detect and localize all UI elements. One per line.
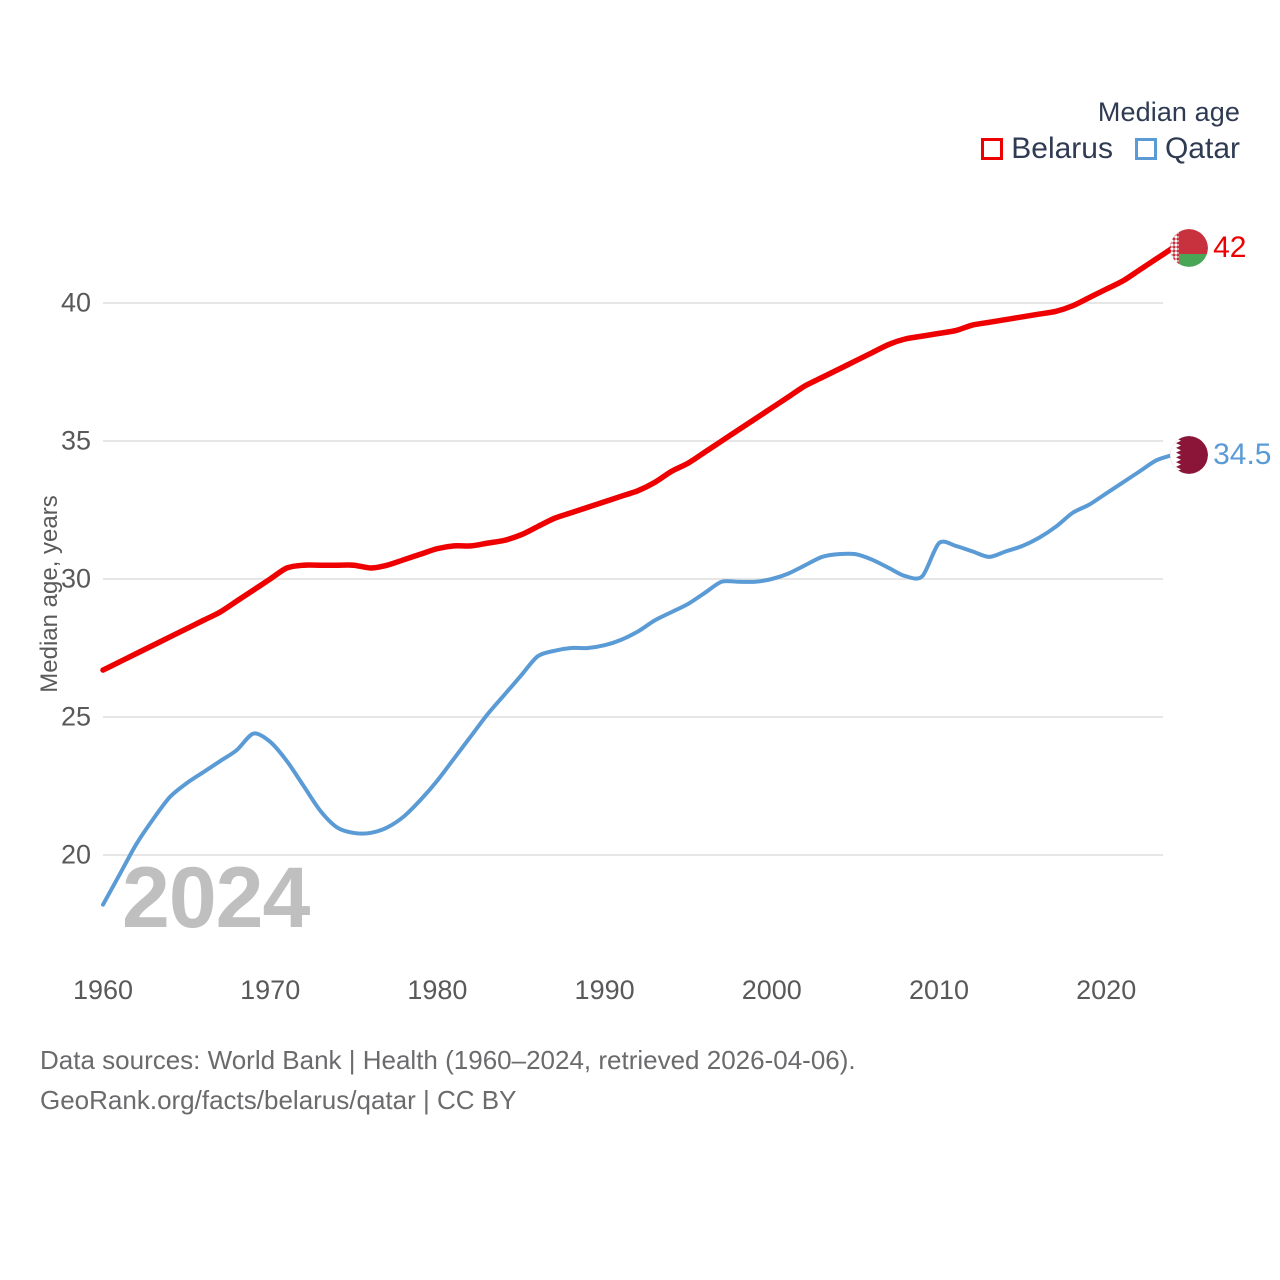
qatar-flag-circle-icon (1170, 435, 1209, 474)
y-tick-label: 40 (60, 287, 91, 318)
y-tick-label: 20 (60, 839, 91, 870)
gridlines (103, 302, 1163, 856)
legend-title: Median age (1097, 97, 1240, 127)
y-tick-label: 30 (60, 563, 91, 594)
y-tick-label: 25 (60, 701, 91, 732)
series-line-belarus (100, 245, 1176, 673)
end-value-label-belarus: 42 (1213, 230, 1247, 264)
series-lines (100, 245, 1176, 907)
x-tick-label: 1970 (240, 975, 301, 1005)
legend-swatch-belarus (981, 138, 1004, 161)
x-tick-label: 2000 (741, 975, 802, 1005)
x-tick-label: 1990 (574, 975, 635, 1005)
legend-label-qatar: Qatar (1164, 132, 1240, 166)
x-tick-label: 2010 (908, 975, 970, 1005)
legend-label-belarus: Belarus (1011, 132, 1113, 166)
x-tick-label: 1960 (72, 975, 134, 1005)
footer-attribution[interactable]: GeoRank.org/facts/belarus/qatar | CC BY (40, 1085, 517, 1116)
year-watermark: 2024 (122, 850, 310, 946)
y-tick-label: 35 (60, 425, 91, 456)
legend-items: Belarus Qatar (981, 134, 1240, 164)
footer-data-sources: Data sources: World Bank | Health (1960–… (40, 1045, 856, 1075)
belarus-flag-circle-icon (1170, 228, 1209, 267)
y-axis-label: Median age, years (36, 495, 63, 693)
chart-footer: Data sources: World Bank | Health (1960–… (40, 1040, 856, 1121)
series-line-qatar (101, 452, 1176, 907)
x-tick-label: 2020 (1076, 975, 1137, 1005)
legend-item-belarus[interactable]: Belarus (981, 134, 1113, 164)
legend-swatch-qatar (1134, 138, 1157, 161)
x-tick-label: 1980 (407, 975, 468, 1005)
end-value-label-qatar: 34.5 (1213, 437, 1272, 471)
chart-legend: Median age Belarus Qatar (981, 96, 1240, 164)
legend-item-qatar[interactable]: Qatar (1134, 132, 1240, 166)
